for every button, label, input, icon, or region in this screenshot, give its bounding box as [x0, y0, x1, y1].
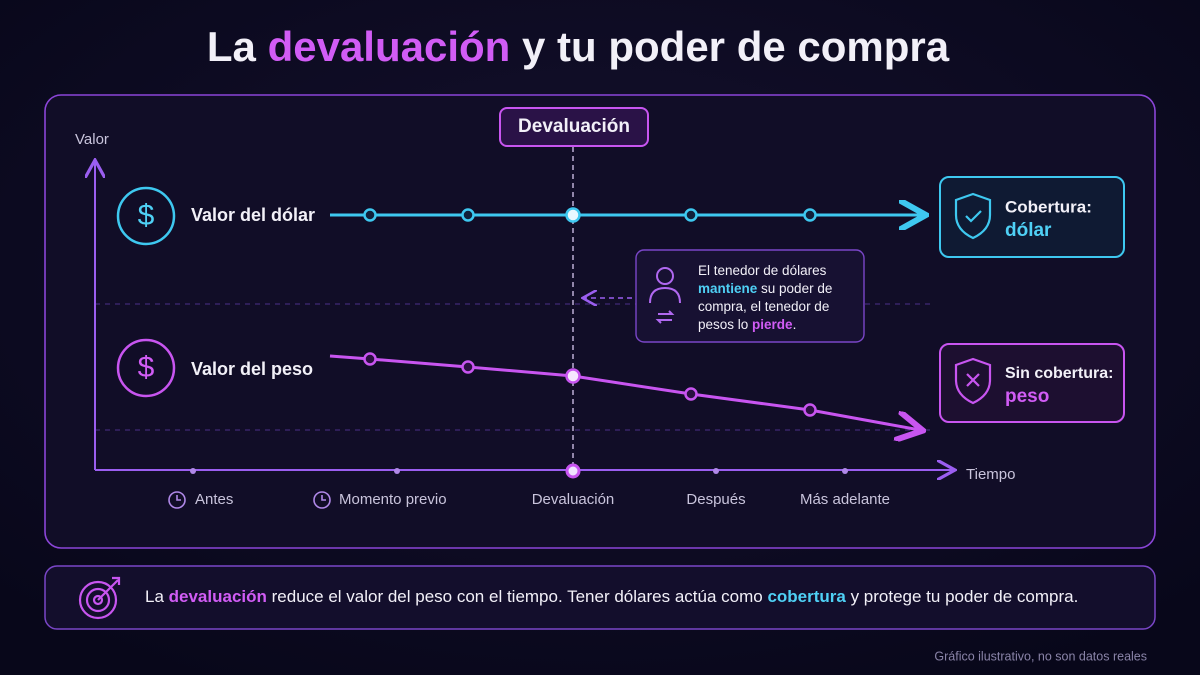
- callout-text: El tenedor de dólares: [698, 263, 827, 278]
- shield-icon: [954, 192, 992, 240]
- stage-label: Momento previo: [339, 491, 447, 508]
- dollar-point: [363, 208, 377, 222]
- badge-box: [939, 176, 1125, 258]
- badge-value: dólar: [1005, 220, 1052, 241]
- line-label: Valor del peso: [191, 359, 313, 379]
- callout-line: mantiene su poder de: [698, 281, 832, 296]
- peso-icon-symbol: $: [138, 351, 155, 384]
- stage-label: Más adelante: [800, 491, 890, 508]
- callout-text: su poder de: [757, 281, 832, 296]
- y-axis-label: Valor: [75, 131, 109, 148]
- dollar-point: [803, 208, 817, 222]
- target-ring: [92, 594, 104, 606]
- title-highlight: devaluación: [268, 23, 511, 70]
- target-arrow: [97, 576, 121, 601]
- dollar-point: [565, 207, 581, 223]
- person-head: [656, 267, 674, 285]
- footer-text: La devaluación reduce el valor del peso …: [145, 587, 1078, 606]
- event-dot: [565, 463, 581, 479]
- peso-point: [565, 368, 581, 384]
- title-part: La: [207, 23, 268, 70]
- cross-icon: [966, 373, 980, 387]
- x-axis-label: Tiempo: [966, 466, 1015, 483]
- dollar-icon: [116, 186, 176, 246]
- axis-dot: [713, 468, 719, 474]
- shield-icon: [954, 357, 992, 405]
- target-icon: [78, 576, 121, 620]
- clock-icon: [168, 491, 186, 509]
- footer-part: y protege tu poder de compra.: [846, 587, 1078, 606]
- clock-hands: [321, 495, 326, 501]
- dollar-points: [363, 207, 817, 223]
- title-part: y tu poder de compra: [510, 23, 949, 70]
- footer-highlight: cobertura: [767, 587, 846, 606]
- callout-text: compra, el tenedor de: [698, 299, 829, 314]
- event-label: Devaluación: [518, 116, 630, 137]
- clock-icon: [313, 491, 331, 509]
- peso-icon: [116, 338, 176, 398]
- footer-panel: [44, 565, 1156, 630]
- stage-label: Después: [686, 491, 745, 508]
- callout-box: [635, 249, 865, 343]
- callout-highlight: mantiene: [698, 281, 758, 296]
- callout-line: El tenedor de dólares: [698, 263, 827, 278]
- peso-point: [363, 352, 377, 366]
- person-body: [649, 286, 681, 304]
- exchange-icon: [655, 310, 675, 324]
- callout-line: pesos lo pierde.: [698, 317, 796, 332]
- axis-dot: [190, 468, 196, 474]
- badge-title: Sin cobertura:: [1005, 365, 1113, 382]
- dollar-point: [461, 208, 475, 222]
- clock-icons: [168, 491, 331, 509]
- event-box: [499, 107, 649, 147]
- peso-point: [803, 403, 817, 417]
- main-panel: [44, 94, 1156, 549]
- axis-dot: [394, 468, 400, 474]
- callout-highlight: pierde: [752, 317, 793, 332]
- title: La devaluación y tu poder de compra: [207, 23, 950, 70]
- stage-label: Antes: [195, 491, 233, 508]
- peso-point: [461, 360, 475, 374]
- dollar-icon-symbol: $: [138, 199, 155, 232]
- badge-title: Cobertura:: [1005, 197, 1092, 216]
- footer-part: La: [145, 587, 169, 606]
- callout-text: pesos lo: [698, 317, 752, 332]
- peso-point: [684, 387, 698, 401]
- clock-hands: [176, 495, 181, 501]
- stage-label: Devaluación: [532, 491, 615, 508]
- badge-value: peso: [1005, 386, 1049, 407]
- dollar-point: [684, 208, 698, 222]
- target-ring: [78, 580, 118, 620]
- axis-dot: [842, 468, 848, 474]
- check-icon: [965, 210, 982, 223]
- footer-highlight: devaluación: [169, 587, 267, 606]
- axis-dots: [190, 468, 848, 474]
- callout-line: compra, el tenedor de: [698, 299, 829, 314]
- peso-points: [363, 352, 817, 417]
- callout-text: .: [793, 317, 797, 332]
- line-label: Valor del dólar: [191, 205, 315, 225]
- footer-part: reduce el valor del peso con el tiempo. …: [267, 587, 768, 606]
- callout-icon: [649, 267, 681, 324]
- target-ring: [85, 587, 111, 613]
- badge-box: [939, 343, 1125, 423]
- footnote: Gráfico ilustrativo, no son datos reales: [934, 649, 1147, 663]
